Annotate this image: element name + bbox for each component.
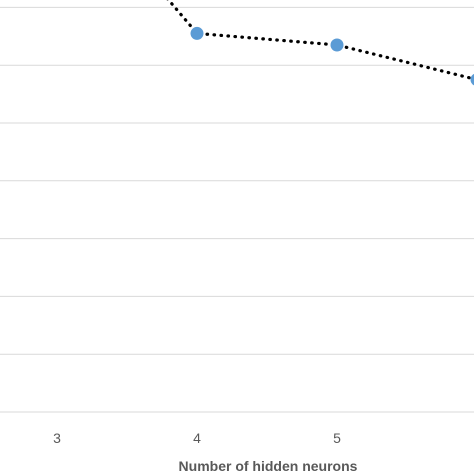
gridlines xyxy=(0,6,474,413)
data-points xyxy=(190,26,474,86)
series-line xyxy=(166,0,474,81)
data-point xyxy=(190,26,204,40)
data-point xyxy=(470,73,474,86)
x-axis-title: Number of hidden neurons xyxy=(179,458,358,474)
data-point xyxy=(330,38,344,52)
x-tick-labels: 3 4 5 xyxy=(53,430,341,446)
x-tick-label: 3 xyxy=(53,430,61,446)
x-tick-label: 4 xyxy=(193,430,201,446)
x-tick-label: 5 xyxy=(333,430,341,446)
